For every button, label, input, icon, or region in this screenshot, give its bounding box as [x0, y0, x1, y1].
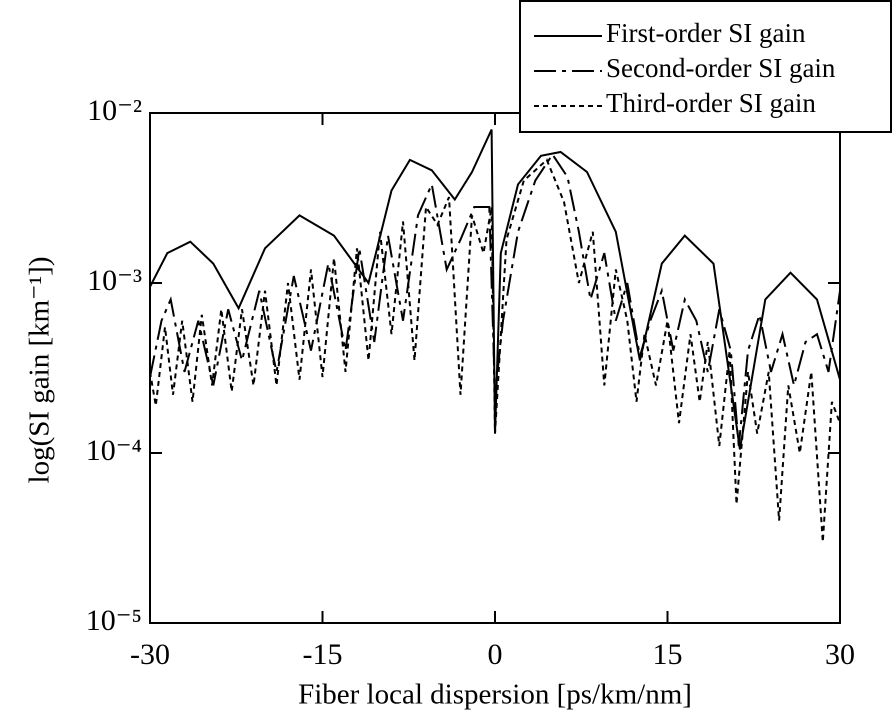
y-tick-label: 10⁻³	[87, 264, 142, 297]
legend-label: First-order SI gain	[606, 18, 806, 48]
series-line	[149, 158, 841, 542]
y-tick-label: 10⁻²	[87, 94, 142, 127]
y-axis-label: log(SI gain [km⁻¹])	[24, 257, 56, 484]
x-tick-label: 30	[825, 638, 855, 671]
y-tick-label: 10⁻⁵	[86, 604, 142, 637]
legend-label: Third-order SI gain	[606, 88, 816, 118]
legend-box	[519, 0, 892, 133]
y-tick-label: 10⁻⁴	[86, 434, 142, 467]
legend-label: Second-order SI gain	[606, 53, 836, 83]
x-tick-label: 0	[488, 638, 503, 671]
series-line	[149, 129, 841, 450]
x-tick-label: -15	[303, 638, 343, 671]
x-axis-label: Fiber local dispersion [ps/km/nm]	[298, 679, 692, 711]
x-tick-label: 15	[653, 638, 683, 671]
x-tick-label: -30	[130, 638, 170, 671]
series-line	[149, 152, 841, 447]
